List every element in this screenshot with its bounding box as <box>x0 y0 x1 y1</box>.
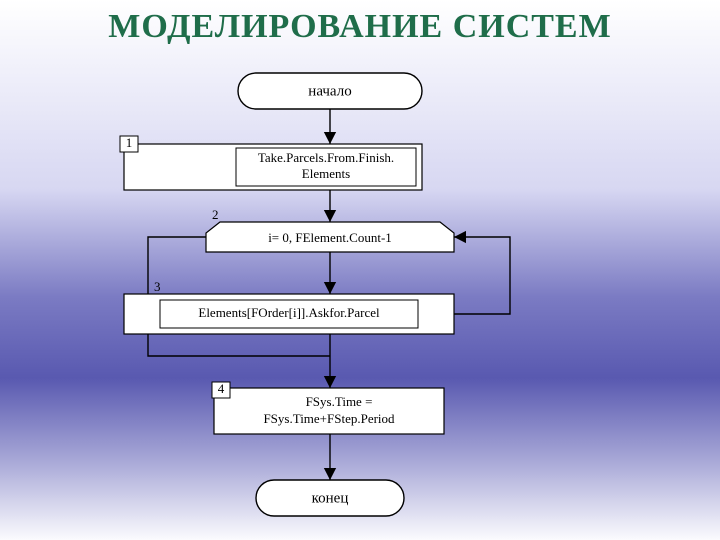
connector-3_right_up_to_loop <box>454 237 510 314</box>
svg-text:FSys.Time =: FSys.Time = <box>306 394 373 409</box>
svg-text:Take.Parcels.From.Finish.: Take.Parcels.From.Finish. <box>258 150 394 165</box>
svg-text:конец: конец <box>312 490 349 506</box>
svg-text:4: 4 <box>218 381 225 396</box>
svg-text:FSys.Time+FStep.Period: FSys.Time+FStep.Period <box>263 411 395 426</box>
flowchart: начало1Take.Parcels.From.Finish.Elements… <box>0 0 720 540</box>
slide: МОДЕЛИРОВАНИЕ СИСТЕМ начало1Take.Parcels… <box>0 0 720 540</box>
svg-text:2: 2 <box>212 207 219 222</box>
svg-text:1: 1 <box>126 135 133 150</box>
svg-text:Elements: Elements <box>302 166 350 181</box>
svg-text:начало: начало <box>308 83 351 99</box>
svg-text:Elements[FOrder[i]].Askfor.Par: Elements[FOrder[i]].Askfor.Parcel <box>198 305 380 320</box>
svg-text:i= 0, FElement.Count-1: i= 0, FElement.Count-1 <box>268 230 392 245</box>
svg-text:3: 3 <box>154 279 161 294</box>
